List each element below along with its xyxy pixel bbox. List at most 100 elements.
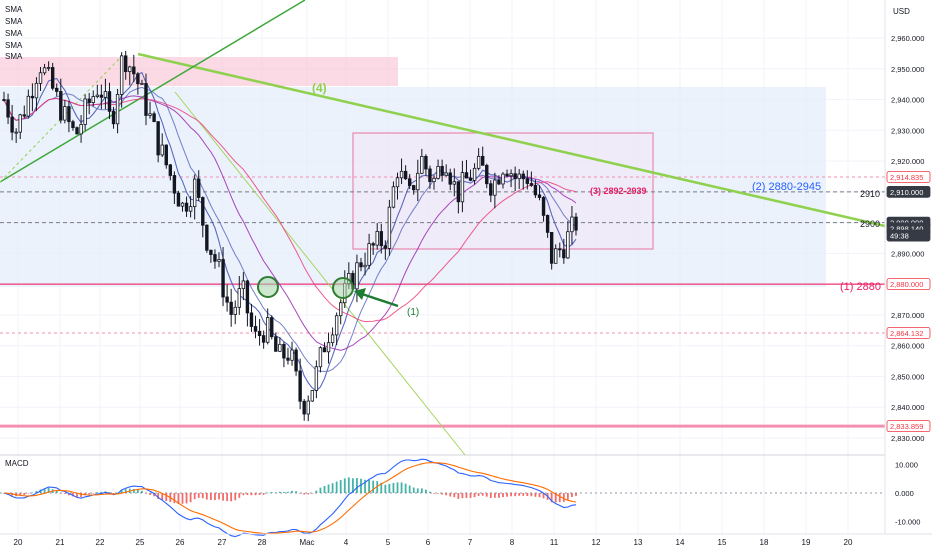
macd-histogram-bar [214, 493, 216, 501]
macd-histogram-bar [23, 493, 26, 496]
candle-body [294, 349, 298, 372]
macd-histogram-bar [181, 493, 184, 504]
indicator-label-macd[interactable]: MACD [5, 459, 29, 468]
indicator-label-sma-5[interactable]: SMA [5, 52, 23, 61]
macd-histogram-bar [356, 477, 358, 493]
price-badge-bg [886, 185, 931, 198]
macd-histogram-bar [449, 493, 452, 497]
macd-histogram-bar [149, 493, 151, 495]
candle-body [132, 66, 136, 75]
indicator-label-sma-4[interactable]: SMA [5, 41, 23, 50]
macd-histogram-bar [343, 478, 346, 493]
macd-histogram-bar [506, 493, 508, 497]
indicator-label-sma-3[interactable]: SMA [5, 29, 23, 38]
date-tick-label: 27 [218, 538, 227, 547]
macd-histogram-bar [396, 482, 399, 493]
candle-body [513, 173, 517, 180]
price-badge-bg [886, 171, 931, 183]
macd-line [3, 458, 577, 538]
trendline-down [174, 91, 466, 456]
macd-histogram-bar [360, 478, 362, 493]
arrow-head-icon [354, 288, 366, 300]
box-2892-2939 [352, 132, 654, 250]
price-badge-label: 49:38 [890, 232, 909, 241]
candle-body [164, 144, 168, 166]
candle-body [525, 178, 530, 184]
macd-histogram-bar [209, 493, 212, 500]
candle-body [42, 67, 47, 74]
macd-histogram-bar [388, 483, 391, 493]
macd-histogram-bar [59, 493, 62, 494]
macd-histogram-bar [132, 488, 135, 493]
macd-histogram-bar [205, 493, 208, 500]
candle-body [172, 175, 177, 194]
macd-histogram-bar [278, 491, 281, 493]
candle-body [233, 306, 237, 315]
macd-histogram-bar [262, 493, 265, 495]
time-axis[interactable]: 20 21 22 25 26 27 28 Mac 4 5 6 7 8 11 12 13 14 15 18 19 20 [0, 533, 932, 547]
candle-body [63, 106, 67, 121]
macd-histogram-bar [457, 493, 460, 499]
candle-body [403, 170, 408, 180]
candle-body [428, 168, 432, 183]
candle-body [391, 186, 396, 208]
candle-body [497, 179, 501, 185]
macd-histogram-bar [392, 482, 395, 493]
candle-body [249, 312, 254, 327]
candle-body [180, 202, 185, 207]
indicator-label-sma-1[interactable]: SMA [5, 5, 23, 14]
macd-histogram-bar [562, 493, 565, 502]
candle-body [192, 178, 197, 208]
macd-tick-label: 10.000 [895, 461, 918, 470]
macd-histogram-bar [136, 490, 139, 493]
macd-histogram-bar [295, 491, 297, 493]
macd-histogram-bar [465, 493, 468, 498]
candle-body [55, 87, 59, 92]
macd-histogram-bar [550, 493, 553, 503]
trendline-4 [137, 52, 886, 228]
macd-histogram-bar [201, 493, 204, 499]
macd-histogram-bar [250, 493, 253, 496]
candle-body [67, 106, 71, 123]
macd-histogram-bar [453, 493, 456, 498]
macd-histogram-bar [445, 493, 448, 496]
currency-label: USD [893, 7, 910, 16]
macd-histogram-bar [542, 493, 545, 499]
candle-body [545, 214, 550, 233]
indicator-label-sma-2[interactable]: SMA [5, 17, 23, 26]
sma-lines [3, 71, 577, 392]
candle-body [71, 121, 75, 129]
candle-body [314, 366, 319, 391]
candle-body [501, 173, 505, 185]
candle-body [517, 173, 521, 180]
candle-body [383, 245, 388, 249]
price-badge-bg [886, 420, 931, 433]
candle-body [558, 248, 562, 251]
macd-histogram-bar [477, 493, 480, 496]
price-badge-bg [886, 278, 931, 291]
macd-histogram-bar [254, 493, 257, 496]
macd-histogram-bar [283, 491, 285, 493]
circle-marker-2 [332, 277, 354, 299]
candle-body [144, 82, 148, 116]
macd-histogram-bar [400, 482, 403, 493]
annotation-label-6: (1) [407, 307, 419, 318]
candle-body [265, 317, 270, 343]
macd-histogram-bar [351, 478, 354, 493]
macd-histogram-bar [112, 493, 115, 494]
candle-body [91, 96, 95, 104]
macd-histogram-bar [27, 493, 30, 494]
candle-body [59, 91, 63, 121]
price-axis[interactable]: USD 2,960.000 2,950.000 2,940.000 2,930.000 2… [884, 0, 932, 534]
macd-histogram-bar [518, 493, 521, 496]
candle-body [22, 114, 26, 117]
date-tick-label: 8 [510, 538, 515, 547]
macd-histogram-bar [412, 487, 415, 493]
candle-body [399, 170, 404, 179]
annotation-label-3: 2910 [860, 189, 880, 199]
macd-histogram-bar [274, 492, 277, 493]
candle-body [424, 156, 428, 170]
date-tick-label: 11 [550, 538, 559, 547]
macd-histogram-bar [425, 489, 427, 493]
